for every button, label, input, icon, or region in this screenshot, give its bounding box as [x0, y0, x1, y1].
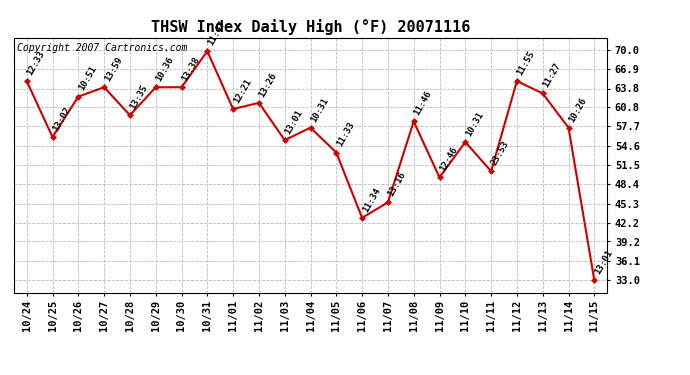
- Text: 12:33: 12:33: [26, 49, 46, 77]
- Title: THSW Index Daily High (°F) 20071116: THSW Index Daily High (°F) 20071116: [151, 19, 470, 35]
- Text: 11:27: 11:27: [542, 62, 562, 89]
- Text: 13:01: 13:01: [284, 108, 304, 136]
- Text: 10:31: 10:31: [464, 110, 485, 138]
- Text: 12:21: 12:21: [232, 77, 253, 105]
- Text: 13:02: 13:02: [51, 105, 72, 133]
- Text: 13:35: 13:35: [128, 83, 150, 111]
- Text: 10:36: 10:36: [155, 56, 175, 83]
- Text: 13:59: 13:59: [103, 56, 124, 83]
- Text: 10:51: 10:51: [77, 64, 98, 92]
- Text: 10:26: 10:26: [567, 96, 589, 123]
- Text: 13:16: 13:16: [386, 170, 408, 198]
- Text: 11:55: 11:55: [515, 49, 537, 77]
- Text: 11:47: 11:47: [206, 19, 227, 47]
- Text: 23:53: 23:53: [490, 139, 511, 167]
- Text: Copyright 2007 Cartronics.com: Copyright 2007 Cartronics.com: [17, 43, 187, 52]
- Text: 11:33: 11:33: [335, 121, 356, 148]
- Text: 13:38: 13:38: [180, 56, 201, 83]
- Text: 12:46: 12:46: [438, 146, 460, 173]
- Text: 11:34: 11:34: [361, 186, 382, 214]
- Text: 11:46: 11:46: [413, 90, 433, 117]
- Text: 10:31: 10:31: [309, 96, 331, 123]
- Text: 13:26: 13:26: [257, 71, 279, 99]
- Text: 13:01: 13:01: [593, 248, 614, 276]
